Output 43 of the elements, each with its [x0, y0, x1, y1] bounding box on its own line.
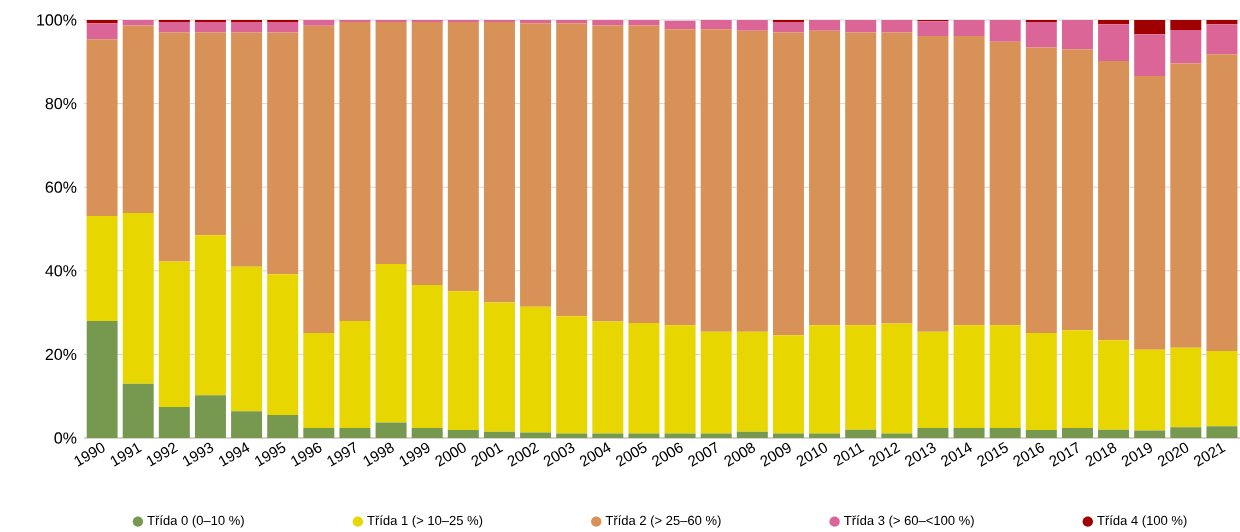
x-tick-label: 2017	[1049, 441, 1079, 467]
x-tick-label: 2002	[507, 442, 540, 467]
x-tick-label: 2016	[1013, 442, 1044, 467]
y-tick-label: 100%	[37, 14, 77, 26]
x-tick-label: 2000	[435, 442, 466, 467]
y-tick-label: 40%	[45, 265, 77, 277]
x-tick-label: 2018	[1085, 442, 1117, 467]
x-tick-label: 1998	[363, 442, 394, 467]
y-tick-label: 80%	[45, 97, 77, 110]
x-tick-label: 2011	[833, 443, 865, 467]
legend-label: Třída 4 (100 %)	[1097, 515, 1187, 528]
x-tick-label: 2020	[1157, 442, 1189, 467]
x-tick-label: 2012	[868, 442, 901, 467]
x-tick-label: 1992	[146, 442, 179, 467]
x-tick-label: 1995	[255, 442, 286, 467]
x-tick-label: 2019	[1121, 442, 1152, 467]
x-tick-label: 2005	[615, 442, 647, 467]
x-tick-label: 2008	[724, 442, 756, 467]
x-tick-label: 1994	[218, 442, 250, 467]
legend-label: Třída 2 (> 25–60 %)	[605, 515, 721, 528]
x-tick-label: 2010	[796, 442, 828, 467]
x-tick-label: 2021	[1193, 443, 1226, 467]
x-tick-label: 2004	[579, 442, 611, 467]
x-tick-label: 2007	[688, 441, 717, 467]
legend-label: Třída 0 (0–10 %)	[147, 515, 244, 528]
x-tick-label: 2013	[904, 442, 936, 467]
x-tick-label: 1996	[291, 442, 322, 467]
x-tick-label: 2003	[543, 442, 575, 467]
x-tick-label: 1999	[399, 442, 430, 467]
y-tick-label: 0%	[54, 432, 77, 444]
legend-label: Třída 3 (> 60–<100 %)	[844, 515, 974, 528]
legend-label: Třída 1 (> 10–25 %)	[367, 515, 483, 528]
x-tick-label: 1991	[110, 443, 142, 467]
x-tick-label: 2001	[471, 443, 504, 467]
x-tick-label: 2015	[977, 442, 1008, 467]
y-tick-label: 60%	[45, 181, 77, 193]
x-tick-label: 1993	[182, 442, 214, 467]
x-tick-label: 2006	[652, 442, 683, 467]
y-tick-label: 20%	[45, 348, 77, 361]
x-tick-label: 2009	[760, 442, 791, 467]
x-tick-label: 2014	[941, 442, 972, 467]
x-tick-label: 1990	[74, 442, 105, 467]
x-tick-label: 1997	[327, 441, 356, 467]
